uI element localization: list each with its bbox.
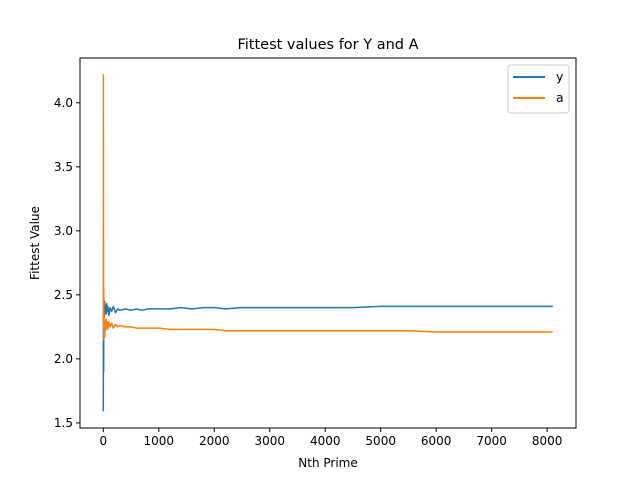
y-tick-label: 2.5 [54, 288, 73, 302]
plot-frame [79, 57, 577, 429]
x-tick-label: 8000 [532, 434, 563, 448]
y-tick-label: 2.0 [54, 352, 73, 366]
y-tick-label: 3.5 [54, 160, 73, 174]
y-tick-label: 4.0 [54, 96, 73, 110]
x-tick-label: 7000 [476, 434, 507, 448]
x-tick-label: 1000 [144, 434, 175, 448]
x-tick-label: 3000 [254, 434, 285, 448]
x-tick-label: 2000 [199, 434, 230, 448]
x-tick-label: 4000 [310, 434, 341, 448]
y-tick-label: 1.5 [54, 416, 73, 430]
series-line-a [102, 73, 553, 341]
y-axis: 1.5 2.0 2.5 3.0 3.5 4.0 [54, 96, 80, 430]
legend-label-y: y [556, 69, 564, 84]
legend-label-a: a [556, 90, 564, 105]
x-axis-label: Nth Prime [298, 456, 357, 470]
x-tick-label: 0 [99, 434, 107, 448]
legend: ya [507, 64, 570, 114]
chart-title: Fittest values for Y and A [237, 37, 418, 53]
series-line-y [102, 297, 553, 412]
x-tick-label: 5000 [365, 434, 396, 448]
y-axis-label: Fittest Value [28, 206, 42, 280]
y-tick-label: 3.0 [54, 224, 73, 238]
x-axis: 0 1000 2000 3000 4000 5000 6000 7000 8000 [99, 428, 562, 448]
plot-area [102, 73, 553, 412]
x-tick-label: 6000 [421, 434, 452, 448]
